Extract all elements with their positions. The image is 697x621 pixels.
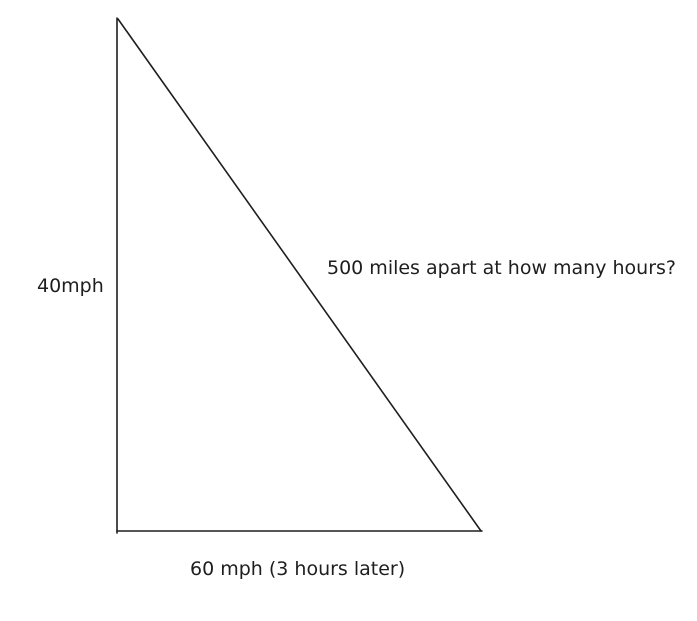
hypotenuse <box>117 18 482 532</box>
vertical-side-label: 40mph <box>37 275 104 297</box>
hypotenuse-label: 500 miles apart at how many hours? <box>327 257 677 279</box>
base-side-label: 60 mph (3 hours later) <box>190 558 406 580</box>
